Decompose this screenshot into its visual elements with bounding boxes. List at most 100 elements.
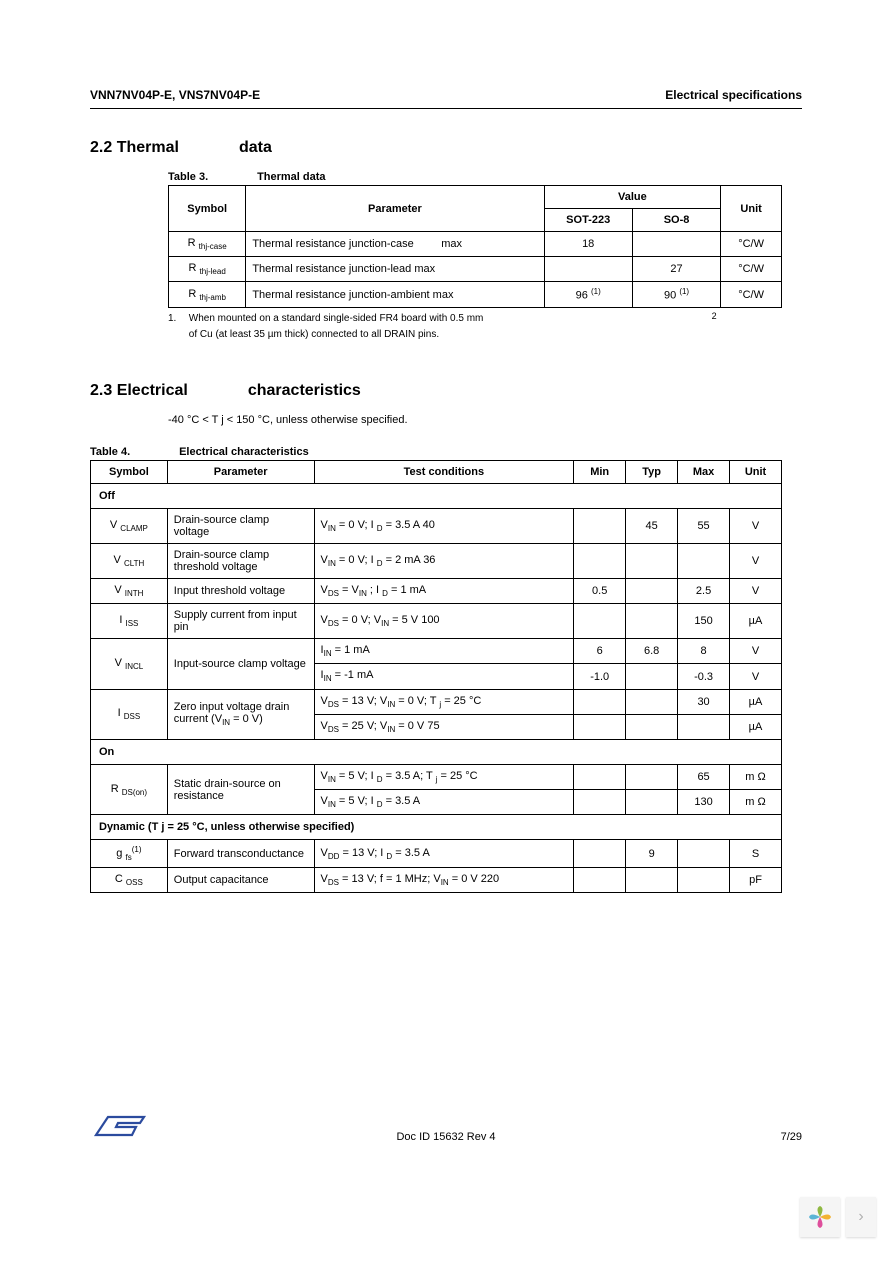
symbol-cell: R thj-case xyxy=(169,232,246,257)
table4-col-max: Max xyxy=(678,461,730,484)
table-row: R thj-ambThermal resistance junction-amb… xyxy=(169,282,782,308)
sot223-cell: 96 (1) xyxy=(544,282,632,308)
footnote-num: 1. xyxy=(168,312,186,326)
table-row: I DSSZero input voltage drain current (V… xyxy=(91,689,782,714)
table3-footnote: 1. When mounted on a standard single-sid… xyxy=(168,312,782,342)
table3-col-value: Value xyxy=(544,186,721,209)
unit-cell: V xyxy=(730,664,782,689)
unit-cell: µA xyxy=(730,689,782,714)
symbol-cell: V INTH xyxy=(91,579,168,604)
table4-col-unit: Unit xyxy=(730,461,782,484)
table4: Symbol Parameter Test conditions Min Typ… xyxy=(90,460,782,893)
tc-cell: VIN = 0 V; I D = 3.5 A 40 xyxy=(314,509,574,544)
tc-cell: IIN = -1 mA xyxy=(314,664,574,689)
table4-number: Table 4. xyxy=(90,446,176,458)
param-cell: Supply current from input pin xyxy=(167,604,314,639)
table3-caption: Table 3. Thermal data xyxy=(168,171,802,183)
table-row: V CLAMPDrain-source clamp voltageVIN = 0… xyxy=(91,509,782,544)
table-row: I ISSSupply current from input pinVDS = … xyxy=(91,604,782,639)
symbol-cell: R DS(on) xyxy=(91,764,168,814)
unit-cell: °C/W xyxy=(721,282,782,308)
typ-cell xyxy=(626,689,678,714)
symbol-cell: I ISS xyxy=(91,604,168,639)
param-cell: Zero input voltage drain current (VIN = … xyxy=(167,689,314,739)
tc-cell: VDD = 13 V; I D = 3.5 A xyxy=(314,840,574,868)
table4-col-typ: Typ xyxy=(626,461,678,484)
param-cell: Input threshold voltage xyxy=(167,579,314,604)
table4-col-symbol: Symbol xyxy=(91,461,168,484)
min-cell xyxy=(574,790,626,815)
table-row: g fs(1)Forward transconductanceVDD = 13 … xyxy=(91,840,782,868)
table4-title: Electrical characteristics xyxy=(179,446,309,458)
sot223-cell xyxy=(544,257,632,282)
page-header: VNN7NV04P-E, VNS7NV04P-E Electrical spec… xyxy=(90,88,802,109)
tc-cell: VDS = 13 V; VIN = 0 V; T j = 25 °C xyxy=(314,689,574,714)
typ-cell xyxy=(626,604,678,639)
corner-widget[interactable]: › xyxy=(800,1197,876,1237)
param-cell: Thermal resistance junction-lead max xyxy=(246,257,544,282)
typ-cell: 9 xyxy=(626,840,678,868)
table3-col-symbol: Symbol xyxy=(169,186,246,232)
max-cell: -0.3 xyxy=(678,664,730,689)
so8-cell: 27 xyxy=(632,257,720,282)
param-cell: Output capacitance xyxy=(167,868,314,893)
table3-title: Thermal data xyxy=(257,171,325,183)
max-cell xyxy=(678,868,730,893)
symbol-cell: R thj-amb xyxy=(169,282,246,308)
header-product: VNN7NV04P-E, VNS7NV04P-E xyxy=(90,88,260,102)
table-row: V CLTHDrain-source clamp threshold volta… xyxy=(91,544,782,579)
table-row: V INCLInput-source clamp voltageIIN = 1 … xyxy=(91,639,782,664)
table-row: C OSSOutput capacitanceVDS = 13 V; f = 1… xyxy=(91,868,782,893)
min-cell xyxy=(574,509,626,544)
symbol-cell: V CLAMP xyxy=(91,509,168,544)
min-cell xyxy=(574,544,626,579)
table3-col-sot223: SOT-223 xyxy=(544,209,632,232)
footnote-text-a: When mounted on a standard single-sided … xyxy=(189,312,669,342)
typ-cell: 6.8 xyxy=(626,639,678,664)
tc-cell: VDS = 13 V; f = 1 MHz; VIN = 0 V 220 xyxy=(314,868,574,893)
typ-cell xyxy=(626,579,678,604)
unit-cell: V xyxy=(730,509,782,544)
section-2-2-word: data xyxy=(239,139,272,157)
unit-cell: m Ω xyxy=(730,790,782,815)
section-2-3-num: 2.3 Electrical xyxy=(90,382,188,400)
unit-cell: V xyxy=(730,579,782,604)
min-cell xyxy=(574,764,626,789)
param-cell: Forward transconductance xyxy=(167,840,314,868)
table-row: R thj-caseThermal resistance junction-ca… xyxy=(169,232,782,257)
max-cell xyxy=(678,544,730,579)
tc-cell: VDS = 25 V; VIN = 0 V 75 xyxy=(314,714,574,739)
footnote-sup: 2 xyxy=(712,310,717,323)
max-cell: 130 xyxy=(678,790,730,815)
symbol-cell: V INCL xyxy=(91,639,168,689)
table4-col-parameter: Parameter xyxy=(167,461,314,484)
unit-cell: V xyxy=(730,544,782,579)
section-2-2-heading: 2.2 Thermal data xyxy=(90,139,802,157)
table4-col-min: Min xyxy=(574,461,626,484)
min-cell xyxy=(574,604,626,639)
min-cell: 6 xyxy=(574,639,626,664)
typ-cell xyxy=(626,544,678,579)
table3-col-so8: SO-8 xyxy=(632,209,720,232)
table3-col-parameter: Parameter xyxy=(246,186,544,232)
next-arrow-icon[interactable]: › xyxy=(846,1197,876,1237)
unit-cell: °C/W xyxy=(721,232,782,257)
footer-pagenum: 7/29 xyxy=(781,1131,802,1143)
max-cell xyxy=(678,714,730,739)
min-cell: 0.5 xyxy=(574,579,626,604)
flower-icon[interactable] xyxy=(800,1197,840,1237)
section-2-3-condition: -40 °C < T j < 150 °C, unless otherwise … xyxy=(168,414,802,426)
unit-cell: °C/W xyxy=(721,257,782,282)
header-section: Electrical specifications xyxy=(665,88,802,102)
unit-cell: S xyxy=(730,840,782,868)
max-cell: 30 xyxy=(678,689,730,714)
table4-caption: Table 4. Electrical characteristics xyxy=(90,446,802,458)
unit-cell: m Ω xyxy=(730,764,782,789)
max-cell: 55 xyxy=(678,509,730,544)
group-on: On xyxy=(91,739,782,764)
typ-cell xyxy=(626,790,678,815)
so8-cell xyxy=(632,232,720,257)
max-cell: 8 xyxy=(678,639,730,664)
so8-cell: 90 (1) xyxy=(632,282,720,308)
min-cell xyxy=(574,689,626,714)
